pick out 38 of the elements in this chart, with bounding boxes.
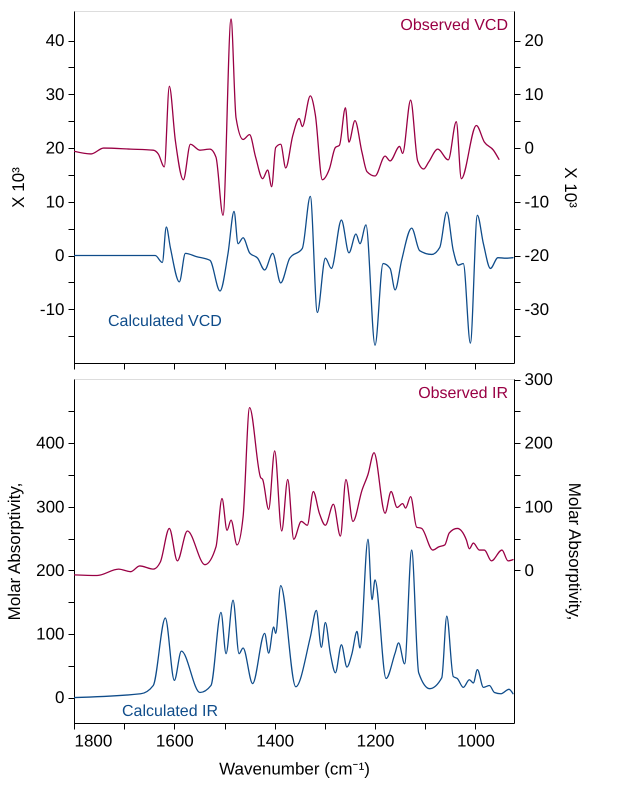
x-axis-title: Wavenumber (cm⁻¹)	[219, 760, 370, 778]
x-tick-label: 1400	[256, 732, 294, 750]
line-series	[74, 196, 514, 346]
y2-axis-title: Molar Absorptivity,	[564, 482, 584, 620]
x-tick-label: 1600	[156, 732, 194, 750]
y-tick-label: 20	[46, 138, 64, 158]
x-tick-label: 1000	[456, 732, 495, 750]
series-label: Calculated IR	[122, 702, 218, 720]
y2-tick-label: 200	[524, 434, 553, 453]
y2-tick-label: -10	[524, 192, 550, 212]
y-axis-title: X 10³	[8, 166, 28, 208]
y2-tick-label: -20	[524, 246, 550, 266]
y-axis-title: Molar Absorptivity,	[5, 482, 24, 620]
y-tick-label: 0	[55, 688, 64, 708]
y2-tick-label: 300	[524, 370, 553, 390]
y-tick-label: 200	[36, 560, 64, 580]
y2-axis-title: X 10³	[561, 167, 580, 208]
y-tick-label: 100	[36, 624, 64, 644]
line-series	[74, 406, 514, 576]
line-series	[74, 538, 514, 698]
x-tick-label: 1800	[74, 732, 112, 750]
series-label: Calculated VCD	[108, 312, 222, 330]
y-tick-label: 300	[36, 497, 64, 516]
y-tick-label: -10	[40, 300, 64, 319]
y-tick-label: 0	[55, 246, 64, 266]
y-tick-label: 30	[46, 84, 64, 104]
y-tick-label: 40	[46, 31, 64, 50]
x-tick-label: 1200	[356, 732, 394, 750]
y2-tick-label: 0	[524, 560, 534, 580]
y-tick-label: 400	[36, 434, 64, 453]
y2-tick-label: 10	[524, 84, 544, 104]
text: Observed VCD	[400, 17, 508, 34]
y2-tick-label: 0	[524, 138, 534, 158]
text: Observed IR	[418, 384, 508, 402]
y2-tick-label: -30	[524, 300, 550, 319]
y-tick-label: 10	[46, 192, 64, 212]
y2-tick-label: 20	[524, 31, 544, 50]
y2-tick-label: 100	[524, 497, 553, 516]
